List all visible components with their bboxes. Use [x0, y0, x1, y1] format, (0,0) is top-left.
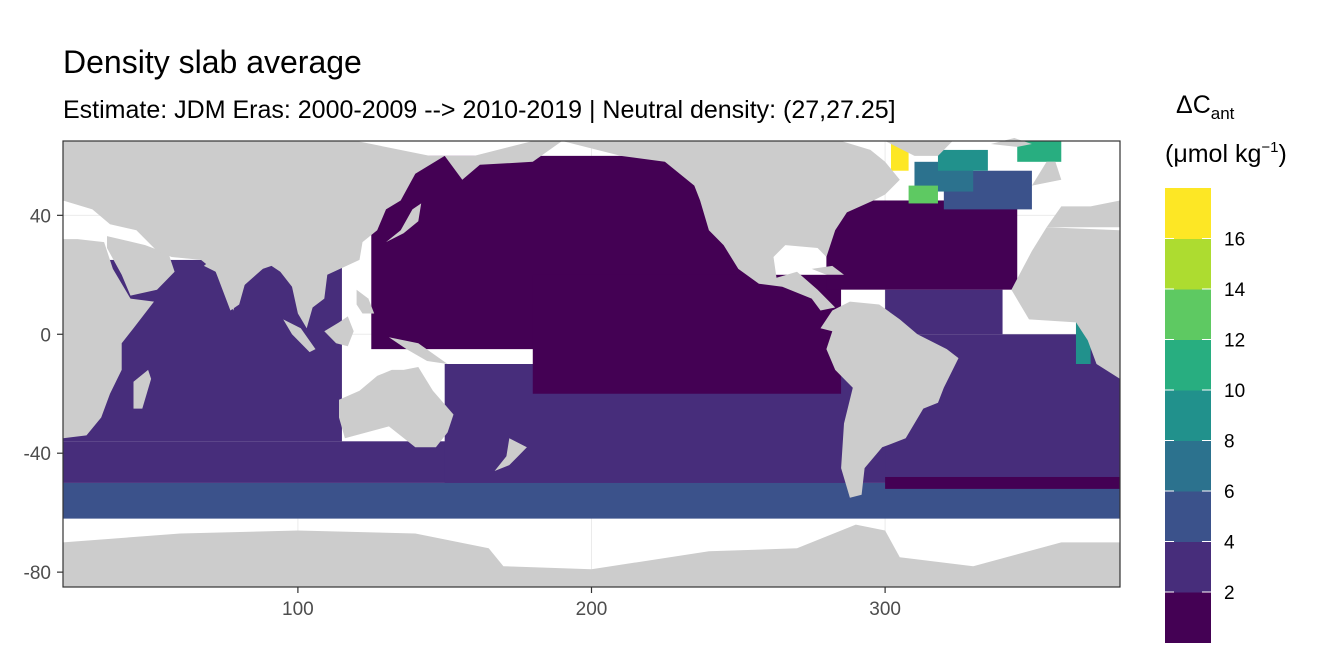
- land-mass: [990, 138, 1032, 147]
- y-tick-label: 0: [40, 325, 51, 346]
- legend-unit-prefix: (μmol kg: [1165, 140, 1261, 168]
- x-tick-label: 200: [576, 599, 608, 620]
- data-region: [937, 149, 988, 171]
- land-mass: [820, 301, 959, 498]
- land-mass: [63, 141, 563, 329]
- x-tick-label: 300: [869, 599, 901, 620]
- land-mass: [133, 369, 152, 409]
- legend-label: 14: [1224, 280, 1246, 301]
- legend-unit: (μmol kg−1): [1165, 139, 1287, 168]
- legend-label: 10: [1224, 381, 1245, 402]
- chart-subtitle: Estimate: JDM Eras: 2000-2009 --> 2010-2…: [63, 96, 896, 124]
- data-region: [908, 185, 938, 204]
- land-mass: [324, 316, 354, 347]
- x-tick-label: 100: [282, 599, 314, 620]
- legend-title-sub: ant: [1211, 104, 1235, 123]
- legend-bin: [1165, 541, 1211, 593]
- data-layer: [63, 141, 1120, 519]
- legend-title: ΔCant: [1176, 91, 1235, 123]
- data-region: [532, 274, 842, 394]
- legend-bin: [1165, 491, 1211, 542]
- land-mass: [1011, 227, 1120, 379]
- legend-label: 6: [1224, 482, 1235, 503]
- legend-unit-suffix: ): [1278, 140, 1286, 168]
- legend-colorbar: [1165, 188, 1211, 643]
- land-mass: [388, 337, 448, 364]
- land-layer: [63, 138, 1120, 587]
- legend-labels: 2 4 6 8 10 12 14 16: [1165, 230, 1246, 604]
- data-region: [885, 476, 1120, 489]
- land-mass: [339, 367, 454, 448]
- legend-label: 12: [1224, 331, 1245, 352]
- legend-bin: [1165, 289, 1211, 340]
- legend-label: 2: [1224, 583, 1235, 604]
- legend-bin: [1165, 188, 1211, 239]
- land-mass: [811, 265, 844, 275]
- land-mass: [63, 239, 154, 439]
- y-tick-label: 40: [30, 206, 51, 227]
- land-mass: [283, 319, 316, 353]
- legend-bin: [1165, 339, 1211, 391]
- land-mass: [203, 251, 269, 311]
- land-mass: [1046, 200, 1120, 228]
- y-tick-label: -80: [24, 563, 51, 584]
- legend-bin: [1165, 440, 1211, 492]
- land-mass: [494, 438, 527, 471]
- legend: ΔCant (μmol kg−1) 2 4 6 8 10 12 14 16: [1165, 91, 1287, 643]
- legend-bin: [1165, 390, 1211, 441]
- y-tick-label: -40: [24, 444, 51, 465]
- legend-label: 4: [1224, 533, 1235, 554]
- land-mass: [356, 289, 375, 314]
- legend-bin: [1165, 592, 1211, 643]
- plot-panel: [62, 138, 1121, 588]
- y-axis: 40 0 -40 -80: [24, 206, 63, 584]
- land-mass: [1031, 161, 1062, 186]
- data-region: [1017, 141, 1062, 162]
- x-axis: 100 200 300: [282, 587, 901, 620]
- land-mass: [386, 203, 422, 243]
- data-region: [826, 200, 1018, 290]
- land-mass: [885, 141, 953, 156]
- legend-title-main: ΔC: [1176, 91, 1211, 119]
- land-mass: [63, 524, 1120, 587]
- land-mass: [562, 141, 900, 311]
- legend-label: 8: [1224, 432, 1235, 453]
- legend-unit-sup: −1: [1261, 139, 1278, 156]
- legend-bin: [1165, 238, 1211, 290]
- chart-title: Density slab average: [63, 44, 362, 80]
- legend-label: 16: [1224, 230, 1245, 251]
